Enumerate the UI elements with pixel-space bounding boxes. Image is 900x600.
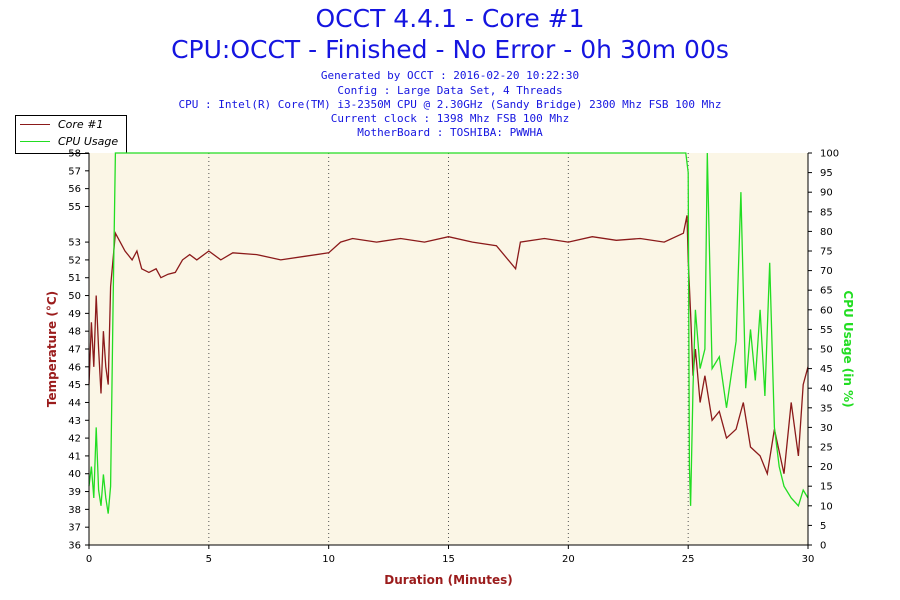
legend-swatch-cpu-usage xyxy=(20,141,50,142)
y-tick-label: 56 xyxy=(68,184,81,195)
y2-tick-label: 30 xyxy=(820,423,833,434)
y-tick-label: 41 xyxy=(68,451,81,462)
y-axis-label: Temperature (°C) xyxy=(45,291,59,407)
y2-tick-label: 70 xyxy=(820,266,833,277)
y-tick-label: 37 xyxy=(68,523,81,534)
y-tick-label: 48 xyxy=(68,327,81,338)
y2-tick-label: 95 xyxy=(820,168,833,179)
y-tick-label: 58 xyxy=(68,149,81,160)
x-tick-label: 10 xyxy=(322,554,335,565)
chart-legend: Core #1 CPU Usage xyxy=(15,115,127,154)
y2-tick-label: 85 xyxy=(820,207,833,218)
y2-tick-label: 5 xyxy=(820,521,826,532)
y-tick-label: 42 xyxy=(68,434,81,445)
x-tick-label: 20 xyxy=(562,554,575,565)
info-cpu: CPU : Intel(R) Core(TM) i3-2350M CPU @ 2… xyxy=(178,98,722,111)
y-tick-label: 51 xyxy=(68,273,81,284)
y2-tick-label: 60 xyxy=(820,305,833,316)
y2-tick-label: 20 xyxy=(820,462,833,473)
y-tick-label: 39 xyxy=(68,487,81,498)
y-tick-label: 50 xyxy=(68,291,81,302)
y-tick-label: 36 xyxy=(68,541,81,552)
y2-axis-label: CPU Usage (in %) xyxy=(841,290,855,407)
legend-label-cpu-usage: CPU Usage xyxy=(58,135,119,148)
y-tick-label: 49 xyxy=(68,309,81,320)
y2-tick-label: 45 xyxy=(820,364,833,375)
chart-title: OCCT 4.4.1 - Core #1 xyxy=(315,4,585,33)
legend-swatch-core1 xyxy=(20,124,50,125)
x-tick-label: 25 xyxy=(682,554,695,565)
y2-tick-label: 65 xyxy=(820,286,833,297)
y-tick-label: 52 xyxy=(68,255,81,266)
y-tick-label: 46 xyxy=(68,362,81,373)
y2-tick-label: 75 xyxy=(820,247,833,258)
y2-tick-label: 40 xyxy=(820,384,833,395)
y-tick-label: 53 xyxy=(68,238,81,249)
info-motherboard: MotherBoard : TOSHIBA: PWWHA xyxy=(357,126,543,139)
y2-tick-label: 35 xyxy=(820,403,833,414)
series-line-core1 xyxy=(88,215,809,477)
x-tick-label: 0 xyxy=(86,554,92,565)
y2-tick-label: 80 xyxy=(820,227,833,238)
legend-label-core1: Core #1 xyxy=(58,118,104,131)
x-tick-label: 15 xyxy=(442,554,455,565)
y2-tick-label: 50 xyxy=(820,345,833,356)
info-generated: Generated by OCCT : 2016-02-20 10:22:30 xyxy=(320,69,580,82)
x-tick-label: 5 xyxy=(206,554,212,565)
chart-subtitle: CPU:OCCT - Finished - No Error - 0h 30m … xyxy=(171,35,729,64)
x-tick-label: 30 xyxy=(802,554,815,565)
y2-tick-label: 90 xyxy=(820,188,833,199)
y-tick-label: 40 xyxy=(68,469,81,480)
y-tick-label: 44 xyxy=(68,398,81,409)
y-tick-label: 43 xyxy=(68,416,81,427)
y2-tick-label: 25 xyxy=(820,443,833,454)
y2-tick-label: 15 xyxy=(820,482,833,493)
y2-tick-label: 55 xyxy=(820,325,833,336)
y-tick-label: 57 xyxy=(68,166,81,177)
y2-tick-label: 0 xyxy=(820,541,826,552)
info-clock: Current clock : 1398 Mhz FSB 100 Mhz xyxy=(330,112,570,125)
y-tick-label: 55 xyxy=(68,202,81,213)
y2-tick-label: 10 xyxy=(820,501,833,512)
y-tick-label: 45 xyxy=(68,380,81,391)
x-axis-label: Duration (Minutes) xyxy=(384,573,512,587)
y-tick-label: 38 xyxy=(68,505,81,516)
info-config: Config : Large Data Set, 4 Threads xyxy=(337,84,563,97)
y2-tick-label: 100 xyxy=(820,149,839,160)
series-line-cpu-usage xyxy=(88,152,809,514)
y-tick-label: 47 xyxy=(68,345,81,356)
